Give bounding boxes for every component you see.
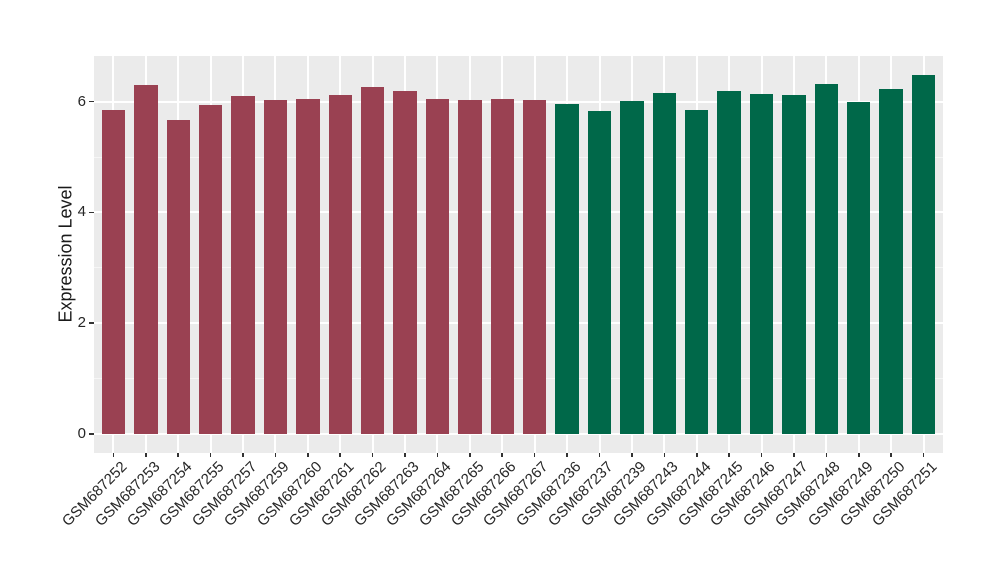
bar — [101, 109, 126, 434]
gridline-major — [94, 322, 943, 325]
y-axis-tick — [89, 433, 94, 435]
x-axis-tick — [566, 452, 568, 457]
x-axis-tick — [371, 452, 374, 457]
bar — [166, 119, 190, 434]
bar — [198, 105, 223, 434]
bar — [458, 99, 482, 434]
y-axis-tick — [89, 211, 94, 214]
x-axis-tick — [112, 452, 115, 457]
bar — [393, 91, 417, 434]
x-axis-tick — [469, 452, 471, 457]
y-tick-label: 2 — [77, 314, 86, 332]
gridline-minor — [94, 156, 943, 158]
bar — [296, 99, 320, 434]
bar — [134, 84, 158, 434]
x-axis-tick — [209, 452, 212, 457]
x-axis-tick — [177, 452, 180, 457]
bar — [231, 96, 255, 434]
bar — [782, 94, 806, 434]
x-axis-tick — [501, 452, 504, 457]
bar — [684, 110, 709, 434]
x-axis-tick — [922, 452, 925, 457]
bar — [425, 99, 450, 434]
y-tick-label: 4 — [77, 203, 86, 221]
x-axis-tick — [890, 452, 892, 457]
y-tick-label: 0 — [77, 425, 86, 442]
x-axis-tick — [242, 452, 244, 457]
x-axis-tick — [695, 452, 698, 457]
bar — [749, 94, 774, 434]
x-axis-tick — [825, 452, 828, 457]
gridline-minor — [94, 267, 943, 269]
bar — [328, 94, 353, 434]
x-axis-tick — [760, 452, 763, 457]
bar — [846, 102, 871, 434]
y-tick-label: 6 — [77, 92, 86, 110]
x-axis-tick — [533, 452, 536, 457]
bar — [814, 83, 839, 434]
bar — [360, 87, 385, 434]
gridline-major — [94, 433, 943, 435]
x-axis-tick — [145, 452, 147, 457]
bar — [555, 104, 579, 434]
x-axis-tick — [598, 452, 601, 457]
x-axis-tick — [274, 452, 277, 457]
bar — [911, 75, 936, 434]
bar — [587, 111, 612, 434]
y-axis-tick — [89, 322, 94, 324]
y-axis-title: Expression Level — [55, 185, 76, 323]
x-axis-tick — [728, 452, 730, 457]
x-axis-tick — [793, 452, 795, 457]
bar — [879, 89, 903, 434]
gridline-major — [94, 211, 943, 214]
bar — [263, 100, 288, 434]
bar — [652, 93, 677, 434]
x-axis-tick — [436, 452, 439, 457]
bar — [522, 99, 547, 434]
bar — [620, 101, 644, 434]
x-axis-tick — [404, 452, 406, 457]
bar — [490, 98, 515, 434]
x-axis-tick — [631, 452, 633, 457]
x-axis-tick — [857, 452, 860, 457]
gridline-minor — [94, 378, 943, 380]
x-axis-tick — [339, 452, 342, 457]
gridline-major — [94, 100, 943, 103]
x-axis-tick — [307, 452, 309, 457]
bar — [717, 91, 741, 434]
y-axis-tick — [89, 100, 94, 103]
x-axis-tick — [663, 452, 666, 457]
